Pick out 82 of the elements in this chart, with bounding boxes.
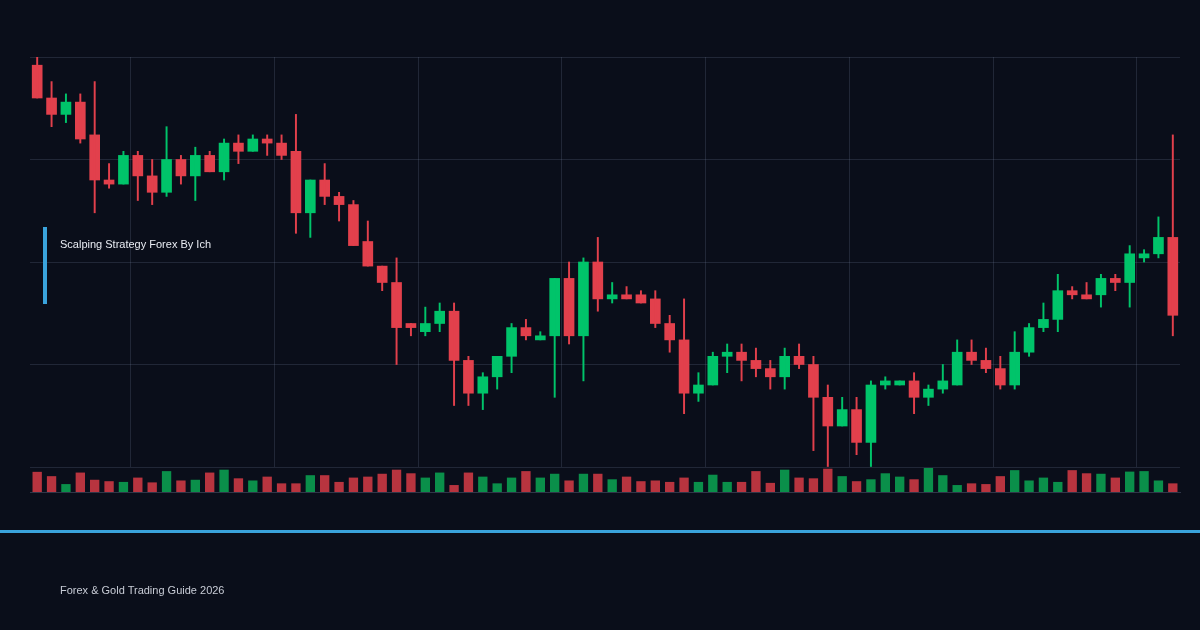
- bar: [708, 474, 718, 492]
- bar: [880, 473, 890, 492]
- bar: [938, 475, 948, 492]
- bar: [1125, 471, 1135, 492]
- bar: [147, 482, 157, 492]
- bar: [391, 469, 402, 492]
- bar: [636, 481, 646, 492]
- bar: [837, 476, 847, 492]
- bar: [377, 473, 387, 492]
- bar: [909, 479, 919, 492]
- bar: [276, 483, 287, 492]
- bar: [1010, 470, 1020, 492]
- bar: [765, 482, 775, 492]
- bar: [578, 473, 589, 492]
- bar: [794, 477, 804, 492]
- bar: [851, 481, 862, 492]
- bar: [607, 479, 617, 492]
- bar: [1067, 470, 1077, 492]
- bar: [320, 475, 330, 492]
- bar: [1081, 473, 1092, 492]
- text: Scalping Strategy Forex By Ich: [60, 238, 212, 250]
- bar: [564, 480, 574, 492]
- text: Forex & Gold Trading Guide 2026: [60, 584, 225, 596]
- bar: [248, 480, 258, 492]
- bar: [952, 485, 962, 492]
- bar: [435, 472, 445, 492]
- bar: [133, 477, 143, 492]
- bar: [75, 472, 85, 492]
- bar: [693, 481, 704, 492]
- bar: [406, 473, 416, 492]
- bar: [492, 483, 502, 492]
- bar: [808, 478, 819, 492]
- bar: [521, 471, 531, 492]
- bar: [995, 476, 1005, 492]
- bar: [621, 476, 632, 492]
- bar: [262, 476, 272, 492]
- bar: [348, 477, 359, 492]
- bar: [219, 469, 229, 492]
- bar: [650, 480, 660, 492]
- bar: [104, 481, 114, 492]
- bar: [780, 469, 790, 492]
- bar: [449, 485, 459, 492]
- bar: [305, 475, 315, 492]
- bar: [478, 476, 488, 492]
- bar: [118, 481, 129, 492]
- bar: [981, 484, 991, 492]
- bar: [923, 468, 934, 492]
- bar: [1153, 480, 1164, 492]
- bar: [736, 481, 747, 492]
- bar: [291, 483, 301, 492]
- bar: [665, 481, 675, 492]
- bar: [161, 471, 172, 492]
- bar: [90, 479, 100, 492]
- bar: [46, 476, 57, 492]
- bar: [1110, 477, 1120, 492]
- bar: [823, 468, 833, 492]
- bar: [463, 472, 474, 492]
- bar: [1053, 481, 1063, 492]
- bar: [363, 476, 373, 492]
- bar: [751, 471, 761, 492]
- bar: [593, 473, 603, 492]
- bar: [32, 471, 42, 492]
- bar: [176, 480, 186, 492]
- bar: [1024, 480, 1034, 492]
- bar: [535, 477, 545, 492]
- bar: [205, 472, 215, 492]
- bar: [722, 481, 732, 492]
- bar: [1038, 477, 1049, 492]
- bar: [966, 483, 977, 492]
- bar: [895, 476, 905, 492]
- bar: [1139, 471, 1149, 492]
- bar: [866, 479, 876, 492]
- bar: [550, 473, 560, 492]
- bar: [190, 479, 200, 492]
- bar: [1096, 473, 1106, 492]
- bar: [233, 478, 244, 492]
- bar: [1168, 483, 1178, 492]
- bar: [506, 477, 517, 492]
- bar: [420, 477, 430, 492]
- bar: [679, 477, 689, 492]
- bar: [334, 481, 344, 492]
- bar: [61, 484, 71, 492]
